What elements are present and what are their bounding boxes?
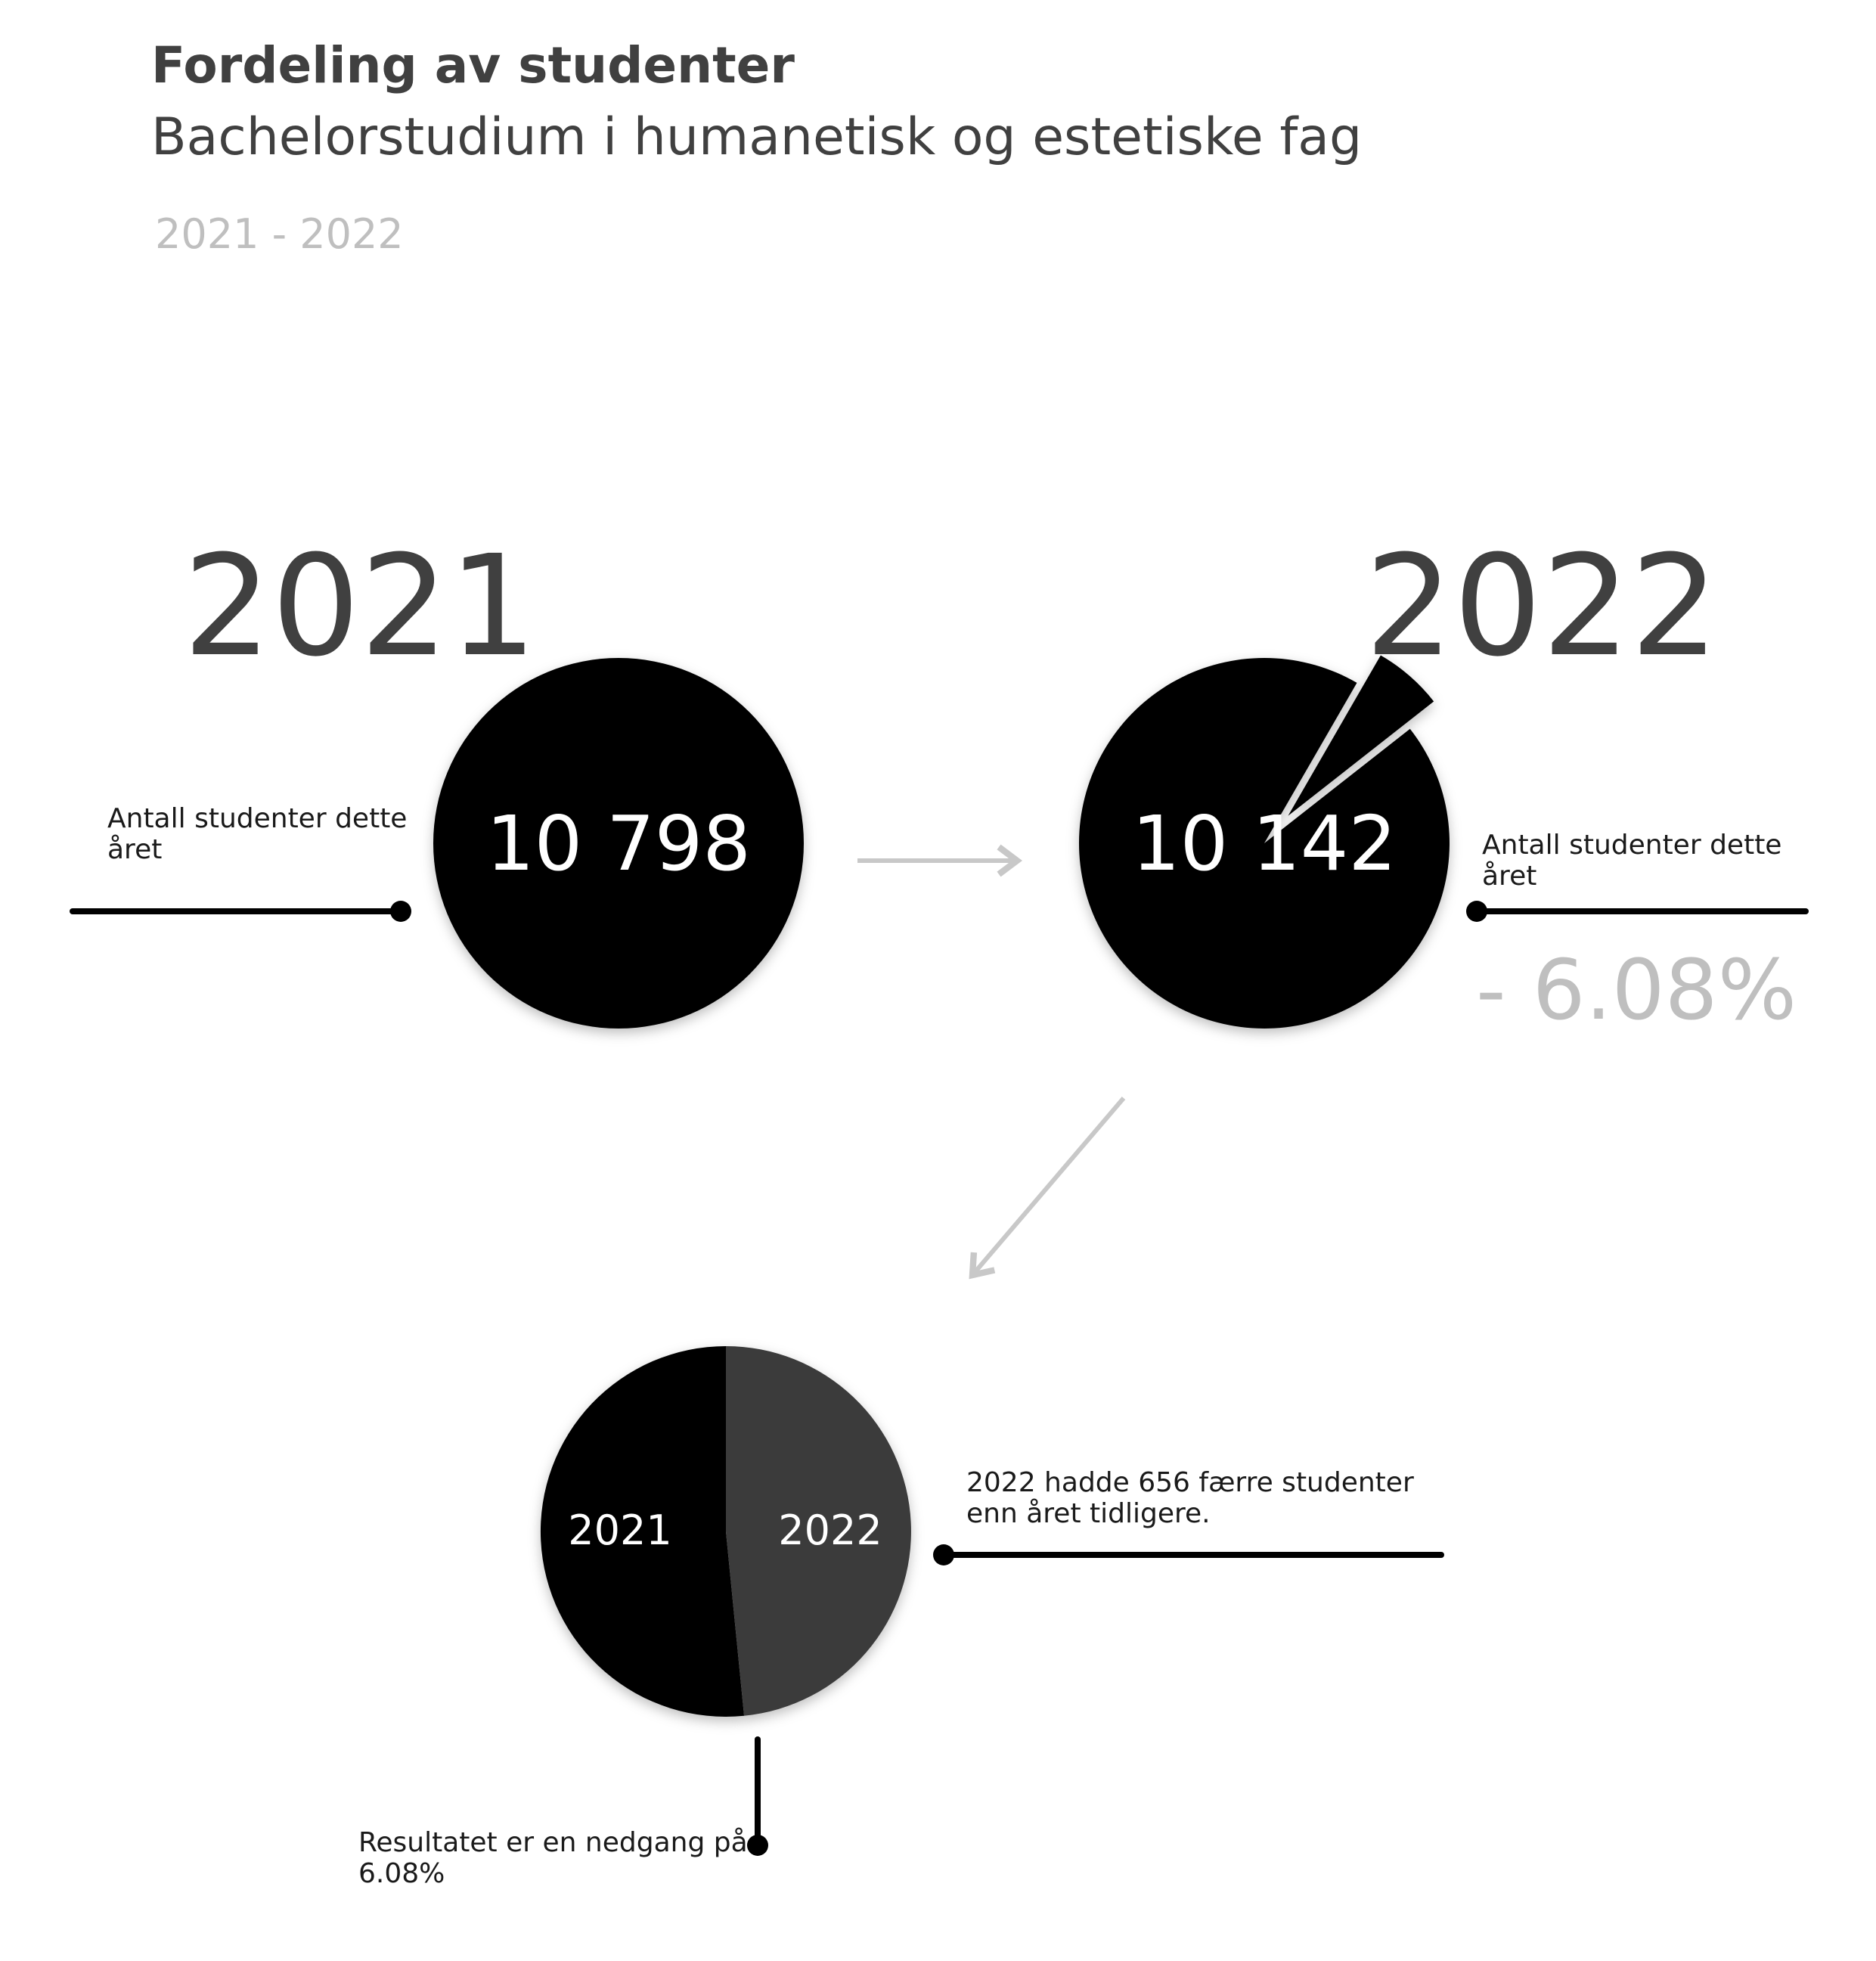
caption-difference: 2022 hadde 656 færre studenter enn året … — [966, 1467, 1414, 1529]
value-2022-label: 10 142 — [1132, 799, 1397, 888]
caption-2022: Antall studenter dette året — [1482, 830, 1782, 892]
pie-2022-slice — [1078, 657, 1450, 1029]
leader-line-result — [747, 1736, 768, 1856]
pie-2022-decline-slice — [1288, 655, 1434, 816]
comparison-slice-2022 — [726, 1346, 911, 1716]
year-heading-2022: 2022 — [1365, 526, 1719, 687]
arrow-down-left — [969, 1097, 1126, 1280]
caption-2021: Antall studenter dette året — [107, 803, 408, 865]
leader-line-diff — [933, 1544, 1444, 1565]
change-percentage: - 6.08% — [1476, 942, 1797, 1038]
leader-line-2022 — [1466, 901, 1809, 922]
pie-2021-slice — [433, 658, 804, 1029]
comparison-label-2022: 2022 — [778, 1506, 882, 1554]
comparison-label-2021: 2021 — [568, 1506, 671, 1554]
period-label: 2021 - 2022 — [155, 210, 404, 258]
year-heading-2021: 2021 — [183, 526, 538, 687]
value-2021-label: 10 798 — [486, 799, 751, 888]
comparison-slice-2021 — [540, 1346, 745, 1717]
caption-result: Resultatet er en nedgang på 6.08% — [358, 1827, 748, 1889]
chart-title: Fordeling av studenter — [151, 36, 795, 95]
leader-line-2021 — [70, 901, 411, 922]
chart-subtitle: Bachelorstudium i humanetisk og estetisk… — [151, 107, 1363, 167]
